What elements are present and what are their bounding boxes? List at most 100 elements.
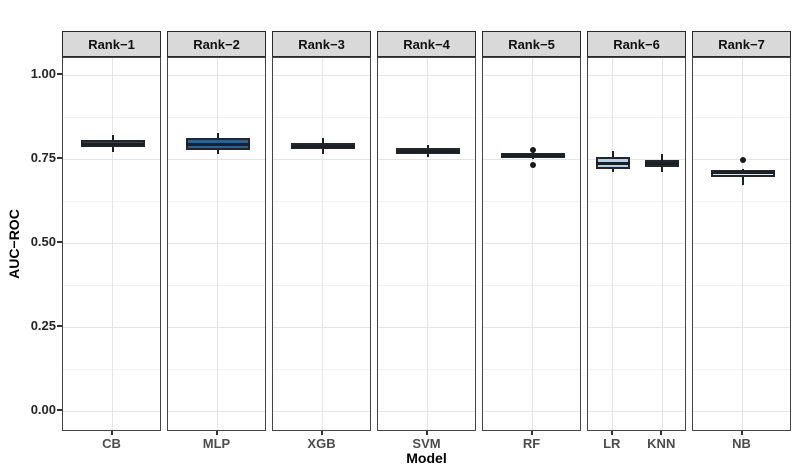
median-line [645, 162, 680, 166]
minor-gridline [168, 117, 265, 118]
facet-strip: Rank−7 [692, 31, 791, 57]
y-tick-label: 0.75 [30, 150, 56, 165]
minor-gridline [378, 117, 475, 118]
facet-strip: Rank−3 [272, 31, 371, 57]
major-gridline [483, 327, 580, 328]
x-axis-title: Model [406, 450, 447, 466]
major-gridline [378, 159, 475, 160]
major-gridline [63, 243, 160, 244]
major-gridline [63, 327, 160, 328]
minor-gridline [378, 369, 475, 370]
y-axis-title: AUC−ROC [6, 209, 22, 279]
minor-gridline [63, 285, 160, 286]
major-gridline [588, 243, 685, 244]
facet-column: Rank−7 NB [692, 31, 791, 476]
x-tick-mark [110, 431, 113, 435]
median-line [595, 162, 630, 166]
x-tick-mark [530, 431, 533, 435]
median-line [710, 170, 775, 174]
facet-panel [692, 57, 791, 431]
minor-gridline [483, 369, 580, 370]
x-tick-label: KNN [647, 436, 676, 451]
major-gridline [378, 243, 475, 244]
facet-strip-label: Rank−2 [193, 36, 240, 52]
facet-panel [167, 57, 266, 431]
minor-gridline [168, 369, 265, 370]
x-tick-mark [425, 431, 428, 435]
minor-gridline [273, 369, 370, 370]
major-gridline [168, 243, 265, 244]
facet-column: Rank−3 XGB [272, 31, 371, 476]
facet-panel [587, 57, 686, 431]
major-gridline [693, 411, 790, 412]
minor-gridline [483, 285, 580, 286]
major-gridline [378, 327, 475, 328]
major-gridline [588, 75, 685, 76]
major-gridline [63, 75, 160, 76]
category-gridline [532, 58, 533, 430]
facet-panel [377, 57, 476, 431]
minor-gridline [483, 117, 580, 118]
facet-column: Rank−1 CB [62, 31, 161, 476]
y-tick-label: 1.00 [30, 66, 56, 81]
x-tick-mark [215, 431, 218, 435]
minor-gridline [588, 369, 685, 370]
median-line [185, 142, 250, 146]
minor-gridline [588, 201, 685, 202]
facet-strip-label: Rank−5 [508, 36, 555, 52]
minor-gridline [693, 117, 790, 118]
x-tick-label: NB [732, 436, 751, 451]
major-gridline [378, 411, 475, 412]
minor-gridline [693, 201, 790, 202]
facet-strip-label: Rank−4 [403, 36, 450, 52]
major-gridline [273, 75, 370, 76]
category-gridline [112, 58, 113, 430]
minor-gridline [693, 285, 790, 286]
facet-strip-label: Rank−6 [613, 36, 660, 52]
minor-gridline [378, 201, 475, 202]
category-gridline [612, 58, 614, 430]
category-gridline [427, 58, 428, 430]
minor-gridline [273, 201, 370, 202]
minor-gridline [693, 369, 790, 370]
minor-gridline [273, 285, 370, 286]
major-gridline [693, 243, 790, 244]
facet-panel [272, 57, 371, 431]
y-tick-mark [57, 241, 62, 243]
major-gridline [273, 411, 370, 412]
minor-gridline [168, 285, 265, 286]
facet-strip-label: Rank−7 [718, 36, 765, 52]
facet-strip: Rank−2 [167, 31, 266, 57]
facet-column: Rank−4 SVM [377, 31, 476, 476]
minor-gridline [588, 285, 685, 286]
minor-gridline [273, 117, 370, 118]
major-gridline [693, 327, 790, 328]
major-gridline [63, 411, 160, 412]
x-tick-label: XGB [307, 436, 336, 451]
facet-strip: Rank−6 [587, 31, 686, 57]
minor-gridline [63, 369, 160, 370]
y-tick-mark [57, 409, 62, 411]
outlier-point [739, 156, 746, 163]
x-tick-label: SVM [412, 436, 441, 451]
facet-strip: Rank−4 [377, 31, 476, 57]
median-line [500, 154, 565, 158]
x-tick-mark [660, 431, 663, 435]
facet-column: Rank−2 MLP [167, 31, 266, 476]
major-gridline [588, 411, 685, 412]
x-tick-label: MLP [202, 436, 231, 451]
y-tick-label: 0.50 [30, 234, 56, 249]
major-gridline [588, 159, 685, 160]
x-tick-mark [320, 431, 323, 435]
minor-gridline [63, 117, 160, 118]
category-gridline [322, 58, 323, 430]
outlier-point [529, 147, 536, 154]
facet-strip: Rank−5 [482, 31, 581, 57]
median-line [395, 149, 460, 153]
major-gridline [588, 327, 685, 328]
major-gridline [693, 75, 790, 76]
y-tick-label: 0.00 [30, 402, 56, 417]
facet-column: Rank−5 RF [482, 31, 581, 476]
minor-gridline [588, 117, 685, 118]
minor-gridline [168, 201, 265, 202]
